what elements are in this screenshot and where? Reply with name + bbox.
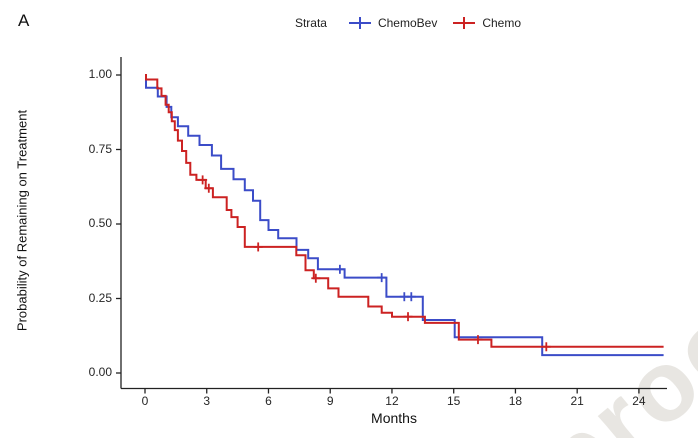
x-tick-label: 9 — [326, 394, 334, 408]
series-curve-chemobev — [145, 74, 664, 357]
y-tick-label: 1.00 — [88, 67, 112, 81]
legend-item-chemo: Chemo — [452, 16, 521, 30]
x-tick-label: 12 — [385, 394, 399, 408]
x-tick-label: 24 — [632, 394, 646, 408]
y-tick-label: 0.75 — [88, 141, 112, 156]
x-tick-label: 21 — [570, 394, 584, 408]
series-curve-chemo — [145, 74, 664, 348]
censor-plus-icon — [348, 17, 371, 29]
x-tick-label: 3 — [203, 394, 211, 408]
y-tick-label: 0.50 — [88, 216, 112, 230]
y-tick-label: 0.25 — [88, 290, 112, 305]
legend-label-chemo: Chemo — [482, 16, 522, 30]
x-tick-label: 15 — [447, 394, 461, 408]
panel-label: A — [18, 11, 30, 30]
censor-plus-icon — [453, 17, 476, 29]
legend: Strata ChemoBev Chemo — [121, 13, 695, 33]
x-tick-label: 18 — [508, 394, 523, 408]
x-axis-title: Months — [371, 410, 417, 426]
y-axis-title: Probability of Remaining on Treatment — [14, 109, 30, 332]
legend-label-chemobev: ChemoBev — [377, 16, 438, 30]
legend-title: Strata — [294, 16, 327, 30]
x-tick-label: 0 — [141, 394, 149, 408]
x-tick-label: 6 — [265, 394, 272, 408]
y-tick-label: 0.00 — [88, 365, 112, 379]
legend-item-chemobev: ChemoBev — [348, 16, 437, 30]
